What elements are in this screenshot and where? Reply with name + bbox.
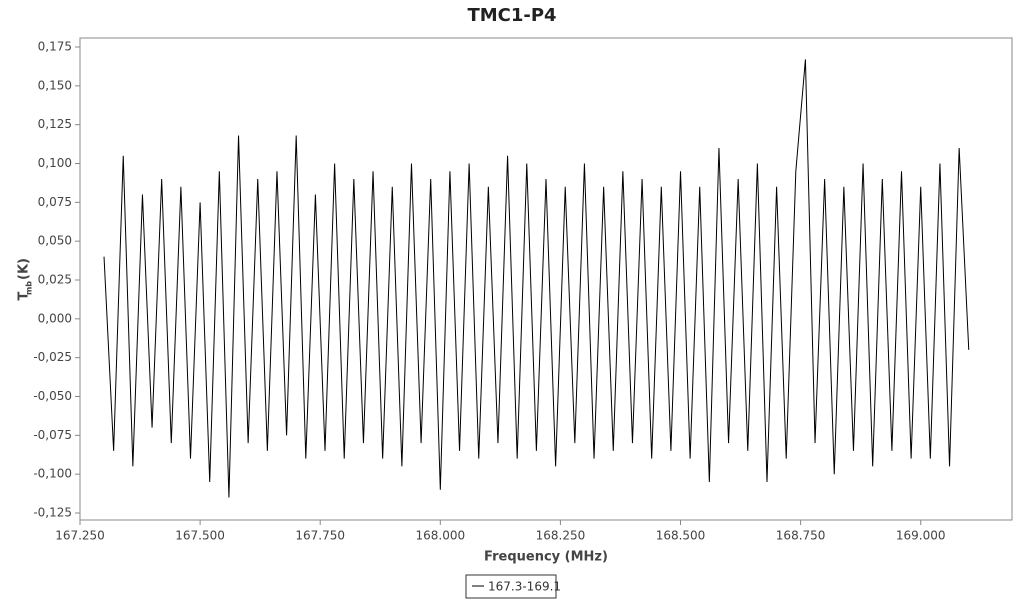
- x-tick-label: 167.250: [55, 529, 105, 543]
- plot-area: [79, 37, 1013, 521]
- y-tick-label: 0,125: [38, 117, 72, 131]
- y-label-sub: mb: [25, 281, 34, 295]
- series-line: [103, 59, 970, 498]
- y-tick-label: 0,050: [38, 234, 72, 248]
- legend-box: [465, 574, 557, 599]
- y-label-unit: (K): [17, 258, 32, 280]
- x-tick-label: 168.500: [656, 529, 706, 543]
- y-tick-label: -0,125: [33, 506, 72, 520]
- x-tick-label: 168.250: [536, 529, 586, 543]
- y-tick-label: 0,175: [38, 40, 72, 54]
- y-tick-label: 0,100: [38, 156, 72, 170]
- y-tick-label: -0,050: [33, 389, 72, 403]
- y-tick-label: -0,075: [33, 428, 72, 442]
- x-tick-label: 169.000: [896, 529, 946, 543]
- x-tick-label: 168.750: [776, 529, 826, 543]
- y-tick-label: 0,025: [38, 273, 72, 287]
- y-tick-label: 0,075: [38, 195, 72, 209]
- y-label-main: T: [17, 291, 32, 300]
- legend-label: 167.3-169.1: [488, 580, 561, 594]
- x-tick-label: 167.750: [295, 529, 345, 543]
- y-axis-label: T mb (K): [17, 258, 34, 300]
- x-tick-label: 168.000: [415, 529, 465, 543]
- x-tick-label: 167.500: [175, 529, 225, 543]
- y-tick-label: -0,025: [33, 350, 72, 364]
- y-tick-label: -0,100: [33, 467, 72, 481]
- x-axis-label: Frequency (MHz): [484, 550, 608, 565]
- chart-title: TMC1-P4: [467, 5, 556, 26]
- y-tick-label: 0,150: [38, 78, 72, 92]
- y-tick-label: 0,000: [38, 311, 72, 325]
